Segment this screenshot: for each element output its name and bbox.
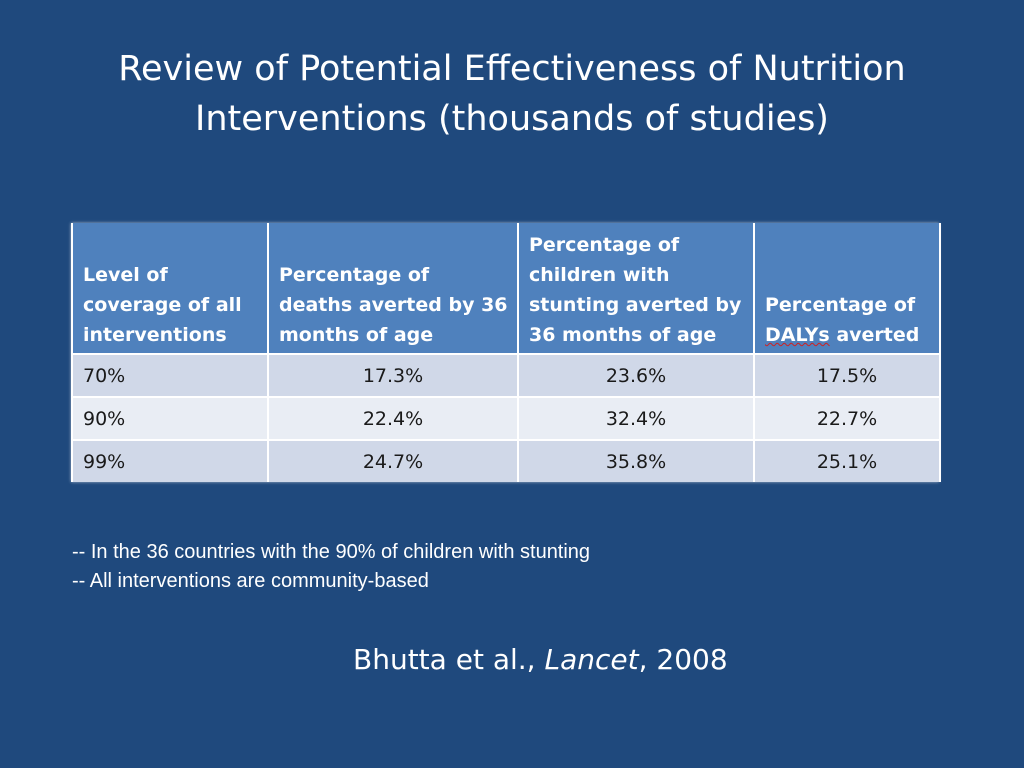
note-line-1: -- In the 36 countries with the 90% of c… <box>72 541 591 563</box>
table-row: 99% 24.7% 35.8% 25.1% <box>71 439 941 482</box>
dalys-cell: 17.5% <box>753 353 941 397</box>
deaths-cell: 24.7% <box>267 439 519 482</box>
results-table: Level of coverage of all interventions P… <box>71 223 941 482</box>
note-line-2: -- All interventions are community-based <box>72 570 429 592</box>
slide-title-line-2: Interventions (thousands of studies) <box>195 99 829 139</box>
deaths-cell: 22.4% <box>267 396 519 440</box>
header-coverage-level: Level of coverage of all interventions <box>71 223 269 355</box>
table-row: 70% 17.3% 23.6% 17.5% <box>71 353 941 397</box>
slide-notes: -- In the 36 countries with the 90% of c… <box>72 538 590 596</box>
coverage-cell: 90% <box>71 396 269 440</box>
citation-year: , 2008 <box>638 643 728 676</box>
header-dalys-word: DALYs <box>765 324 830 346</box>
coverage-cell: 70% <box>71 353 269 397</box>
coverage-cell: 99% <box>71 439 269 482</box>
header-dalys-suffix: averted <box>836 324 920 346</box>
stunting-cell: 32.4% <box>517 396 755 440</box>
table-header-row: Level of coverage of all interventions P… <box>71 223 941 355</box>
table-row: 90% 22.4% 32.4% 22.7% <box>71 396 941 440</box>
slide-title-line-1: Review of Potential Effectiveness of Nut… <box>118 49 906 89</box>
slide-title: Review of Potential Effectiveness of Nut… <box>40 44 984 144</box>
results-table-container: Level of coverage of all interventions P… <box>71 223 941 482</box>
citation-journal: Lancet <box>544 643 639 676</box>
stunting-cell: 23.6% <box>517 353 755 397</box>
dalys-cell: 22.7% <box>753 396 941 440</box>
header-dalys-averted: Percentage of DALYs averted <box>753 223 941 355</box>
citation: Bhutta et al., Lancet, 2008 <box>353 640 728 680</box>
deaths-cell: 17.3% <box>267 353 519 397</box>
header-stunting-averted: Percentage of children with stunting ave… <box>517 223 755 355</box>
stunting-cell: 35.8% <box>517 439 755 482</box>
header-dalys-prefix: Percentage of <box>765 294 916 316</box>
citation-authors: Bhutta et al., <box>353 643 545 676</box>
header-deaths-averted: Percentage of deaths averted by 36 month… <box>267 223 519 355</box>
dalys-cell: 25.1% <box>753 439 941 482</box>
